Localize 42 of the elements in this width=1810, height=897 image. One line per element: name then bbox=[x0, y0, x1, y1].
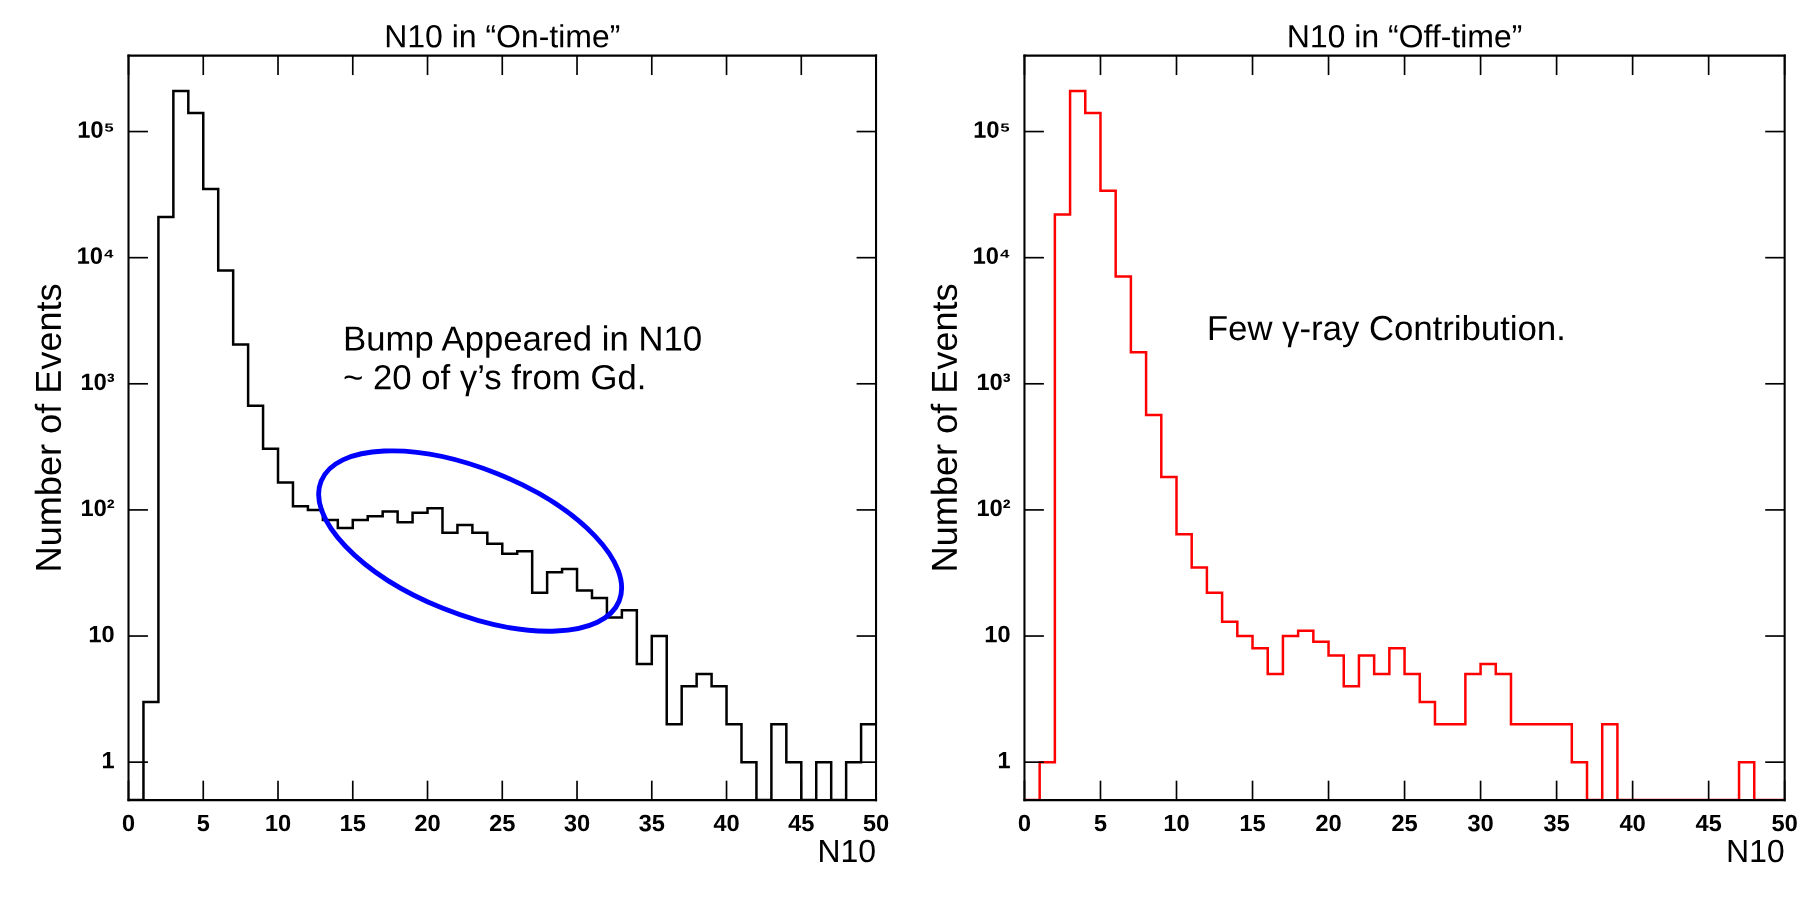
x-tick-label: 5 bbox=[197, 814, 210, 832]
x-tick-label: 40 bbox=[1619, 814, 1645, 832]
x-tick-label: 45 bbox=[788, 814, 814, 832]
y-axis-title: Number of Events bbox=[34, 284, 62, 570]
y-tick-label: 1 bbox=[998, 752, 1010, 769]
x-tick-label: 50 bbox=[1772, 814, 1797, 832]
y-tick-label: 10⁵ bbox=[78, 121, 114, 138]
x-axis-title: N10 bbox=[820, 839, 875, 863]
x-tick-label: 30 bbox=[564, 814, 590, 832]
x-tick-label: 15 bbox=[1240, 814, 1265, 832]
y-tick-label: 10³ bbox=[977, 373, 1011, 391]
x-tick-label: 20 bbox=[1316, 814, 1341, 832]
chart-title: N10 in “Off-time” bbox=[1289, 24, 1522, 48]
x-tick-label: 10 bbox=[266, 814, 291, 832]
y-tick-label: 10⁴ bbox=[78, 247, 114, 265]
x-tick-label: 40 bbox=[713, 814, 739, 832]
annotation: Few γ-ray Contribution. bbox=[1209, 314, 1563, 348]
y-tick-label: 10³ bbox=[81, 373, 115, 391]
x-tick-label: 10 bbox=[1164, 814, 1189, 832]
y-tick-label: 10⁴ bbox=[974, 247, 1010, 265]
x-tick-label: 15 bbox=[341, 814, 366, 832]
x-axis-title: N10 bbox=[1728, 839, 1784, 863]
y-tick-label: 10² bbox=[977, 499, 1011, 517]
x-tick-label: 45 bbox=[1695, 814, 1722, 832]
x-tick-label: 35 bbox=[1544, 814, 1570, 832]
x-tick-label: 5 bbox=[1094, 814, 1107, 832]
y-tick-label: 10⁵ bbox=[974, 121, 1010, 138]
x-tick-label: 0 bbox=[122, 814, 135, 832]
x-tick-label: 25 bbox=[1392, 814, 1418, 832]
chart-title: N10 in “On-time” bbox=[386, 24, 620, 48]
x-tick-label: 20 bbox=[415, 814, 440, 832]
y-tick-label: 10² bbox=[81, 499, 115, 517]
x-tick-label: 30 bbox=[1467, 814, 1493, 832]
y-tick-label: 1 bbox=[102, 752, 114, 769]
x-tick-label: 35 bbox=[639, 814, 665, 832]
x-tick-label: 0 bbox=[1018, 814, 1031, 832]
x-tick-label: 25 bbox=[489, 814, 515, 832]
y-axis-title: Number of Events bbox=[930, 284, 958, 570]
x-tick-label: 50 bbox=[863, 814, 889, 832]
annotation: Bump Appeared in N10 ~ 20 of γ’s from Gd. bbox=[344, 325, 701, 397]
y-tick-label: 10 bbox=[985, 625, 1010, 643]
y-tick-label: 10 bbox=[89, 625, 114, 643]
